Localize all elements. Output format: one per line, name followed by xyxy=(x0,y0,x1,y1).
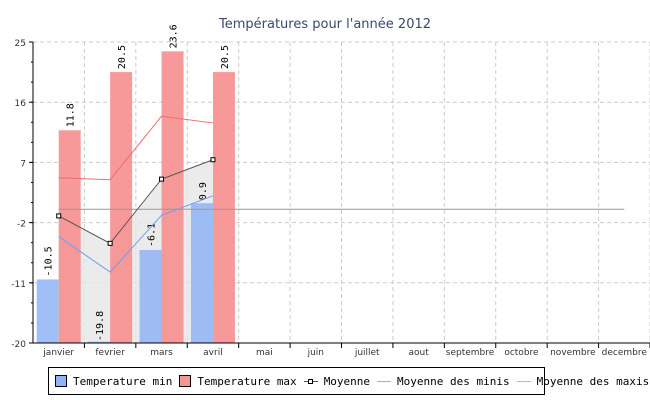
y-tick-label: -2 xyxy=(17,220,26,230)
legend-label: Moyenne des minis xyxy=(397,374,510,388)
data-label: -19.8 xyxy=(95,311,106,341)
bar-min xyxy=(36,279,59,343)
x-tick-label: janvier xyxy=(42,348,74,358)
legend-item-moyenne: Moyenne xyxy=(303,374,371,388)
bar-min xyxy=(139,250,162,343)
data-label: -10.5 xyxy=(44,246,55,276)
y-tick-label: -11 xyxy=(11,280,26,290)
x-tick-label: mai xyxy=(256,348,273,358)
legend-line-marker-icon xyxy=(303,378,318,384)
x-tick-label: fevrier xyxy=(95,348,125,358)
line-moyenne-des-minis xyxy=(58,195,214,273)
legend-item-maxis: Moyenne des maxis xyxy=(516,374,650,388)
x-tick-label: decembre xyxy=(602,348,648,358)
legend-line-icon xyxy=(516,380,531,382)
chart-title: Températures pour l'année 2012 xyxy=(218,17,431,32)
legend-label: Temperature max xyxy=(197,374,297,388)
data-label: -6.1 xyxy=(147,223,158,247)
bar-min xyxy=(88,341,111,343)
x-tick-label: mars xyxy=(150,348,173,358)
y-tick-label: 7 xyxy=(20,159,26,169)
chart: Températures pour l'année 2012 -20 -11 -2 7 1… xyxy=(11,17,650,358)
data-label: 20.5 xyxy=(117,45,128,69)
x-tick-label: juillet xyxy=(354,348,380,358)
bar-max xyxy=(110,72,133,343)
x-tick-label: aout xyxy=(408,348,429,358)
data-label: 0.9 xyxy=(198,182,209,200)
y-tick-label: 16 xyxy=(15,99,27,109)
bar-max xyxy=(58,130,81,343)
x-tick-label: octobre xyxy=(504,348,539,358)
legend-item-max: Temperature max xyxy=(179,374,297,388)
y-tick-label: -20 xyxy=(11,340,26,350)
data-label: 23.6 xyxy=(169,24,180,48)
moyenne-point-marker xyxy=(159,176,165,182)
legend-item-min: Temperature min xyxy=(55,375,172,388)
x-tick-label: septembre xyxy=(446,348,495,358)
line-moyenne xyxy=(58,159,214,244)
bar-max xyxy=(161,51,184,344)
moyenne-point-marker xyxy=(56,213,62,219)
line-moyenne-des-maxis xyxy=(58,115,214,181)
data-label: 20.5 xyxy=(220,45,231,69)
moyenne-area xyxy=(58,159,213,343)
legend-label: Temperature min xyxy=(73,374,173,388)
moyenne-point-marker xyxy=(210,157,216,163)
bar-max xyxy=(212,72,235,343)
legend-item-minis: Moyenne des minis xyxy=(377,375,510,388)
legend-swatch-max xyxy=(179,375,192,387)
x-tick-label: avril xyxy=(203,348,223,358)
legend: Temperature min Temperature max Moyenne … xyxy=(48,367,649,395)
bar-min xyxy=(190,203,213,343)
data-label: 11.8 xyxy=(66,103,77,127)
y-tick-label: 25 xyxy=(15,39,26,49)
legend-label: Moyenne des maxis xyxy=(536,374,650,388)
legend-label: Moyenne xyxy=(323,374,371,388)
x-tick-label: novembre xyxy=(550,348,596,358)
moyenne-point-marker xyxy=(107,240,113,246)
x-tick-label: juin xyxy=(307,348,324,358)
legend-line-icon xyxy=(377,380,392,382)
legend-swatch-min xyxy=(55,375,67,387)
